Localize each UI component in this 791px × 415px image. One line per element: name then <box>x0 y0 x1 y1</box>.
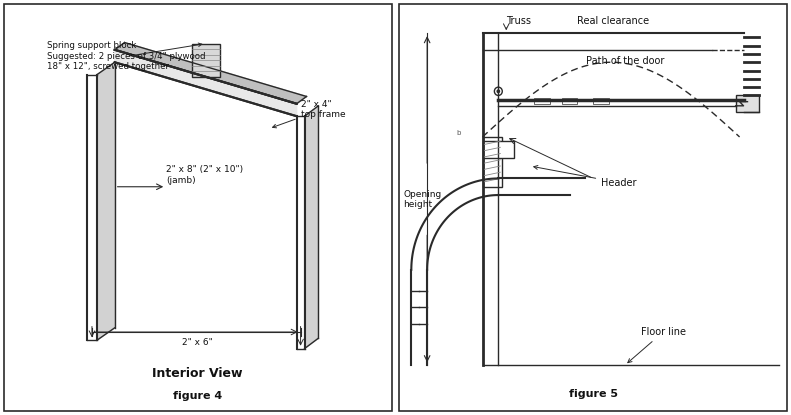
Bar <box>534 98 550 104</box>
Bar <box>593 98 609 104</box>
Bar <box>483 141 514 158</box>
Text: Truss: Truss <box>506 16 532 26</box>
Bar <box>562 98 577 104</box>
Text: Interior View: Interior View <box>153 367 243 380</box>
Text: 2" x 6": 2" x 6" <box>183 338 213 347</box>
Text: Path of the door: Path of the door <box>585 56 664 66</box>
Polygon shape <box>115 43 307 104</box>
Bar <box>483 137 502 187</box>
Text: 2" x 8" (2" x 10")
(jamb): 2" x 8" (2" x 10") (jamb) <box>166 165 244 185</box>
Text: figure 5: figure 5 <box>569 389 618 399</box>
Bar <box>736 95 759 112</box>
Text: Header: Header <box>534 166 637 188</box>
Text: Real clearance: Real clearance <box>577 16 649 26</box>
Circle shape <box>497 90 500 93</box>
Text: Opening
height: Opening height <box>403 190 441 209</box>
Text: Floor line: Floor line <box>628 327 686 363</box>
Polygon shape <box>97 62 115 340</box>
Polygon shape <box>305 106 318 349</box>
Polygon shape <box>115 50 297 116</box>
Text: b: b <box>456 130 461 136</box>
Bar <box>192 44 220 77</box>
Text: 2" x 4"
top frame: 2" x 4" top frame <box>273 100 345 128</box>
Text: Spring support block
Suggested: 2 pieces of 3/4" plywood
18" x 12", screwed toge: Spring support block Suggested: 2 pieces… <box>47 42 206 71</box>
Text: figure 4: figure 4 <box>173 391 222 401</box>
Circle shape <box>494 87 502 95</box>
